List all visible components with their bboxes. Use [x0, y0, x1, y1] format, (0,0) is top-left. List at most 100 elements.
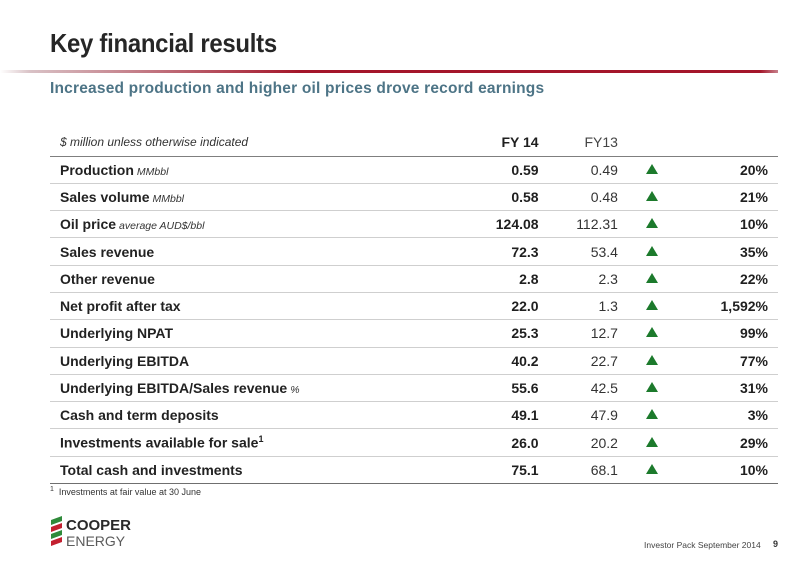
fy13-value: 68.1: [550, 455, 630, 484]
metric-name: Production: [60, 161, 134, 178]
trend-cell: [629, 264, 675, 293]
metric-name: Investments available for sale: [60, 434, 259, 451]
table-row: Net profit after tax 22.0 1.3 1,592%: [50, 291, 778, 320]
triangle-up-icon: [646, 354, 659, 365]
change-percent: 35%: [674, 237, 778, 266]
row-label: Net profit after tax: [50, 291, 452, 320]
metric-name: Sales volume: [60, 188, 150, 205]
fy13-value: 20.2: [550, 428, 630, 457]
metric-unit: MMbbl: [136, 165, 169, 178]
triangle-up-icon: [646, 327, 659, 338]
fy13-value: 1.3: [550, 291, 630, 320]
page-subtitle: Increased production and higher oil pric…: [50, 80, 545, 97]
fy14-value: 55.6: [451, 373, 551, 402]
table-row: Oil price average AUD$/bbl 124.08 112.31 10%: [50, 210, 778, 238]
triangle-up-icon: [646, 190, 659, 201]
page-number: 9: [773, 539, 779, 549]
row-label: Sales revenue: [50, 237, 452, 266]
change-percent: 3%: [674, 401, 778, 429]
metric-name: Sales revenue: [60, 243, 155, 260]
fy13-value: 42.5: [550, 373, 630, 402]
row-label: Oil price average AUD$/bbl: [50, 210, 452, 238]
triangle-up-icon: [646, 436, 659, 447]
title-divider: [0, 70, 778, 73]
metric-name: Net profit after tax: [60, 298, 181, 315]
row-label: Total cash and investments: [50, 455, 452, 484]
metric-name: Other revenue: [60, 270, 155, 287]
fy14-value: 0.58: [451, 182, 551, 211]
metric-name: Underlying EBITDA: [60, 352, 190, 369]
table-row: Production MMbbl 0.59 0.49 20%: [50, 156, 778, 183]
footnote-reference: 1: [258, 434, 264, 445]
logo-wordmark-top: COOPER: [66, 517, 131, 534]
trend-cell: [629, 237, 675, 266]
fy13-value: 12.7: [550, 319, 630, 348]
metric-name: Cash and term deposits: [60, 407, 219, 424]
triangle-up-icon: [646, 382, 659, 393]
footnote-text: Investments at fair value at 30 June: [58, 487, 201, 497]
metric-unit: average AUD$/bbl: [119, 220, 205, 233]
trend-cell: [630, 156, 675, 183]
table-row: Total cash and investments 75.1 68.1 10%: [50, 455, 778, 484]
fy13-value: 0.49: [590, 161, 618, 178]
change-percent: 31%: [674, 373, 778, 402]
metric-unit: MMbbl: [152, 192, 185, 205]
triangle-up-icon: [646, 163, 659, 174]
fy13-value: 2.3: [550, 264, 630, 293]
fy14-value: 72.3: [451, 237, 551, 266]
change-percent: 21%: [674, 182, 778, 211]
table-row: Underlying EBITDA 40.2 22.7 77%: [50, 346, 778, 375]
table-row: Underlying NPAT 25.3 12.7 99%: [50, 319, 778, 348]
metric-name: Total cash and investments: [60, 461, 243, 478]
fy13-value: 47.9: [550, 401, 630, 429]
trend-cell: [629, 428, 675, 457]
fy14-value: 25.3: [451, 319, 551, 348]
column-header-fy13: FY13: [584, 133, 618, 150]
change-percent: 99%: [674, 319, 778, 348]
trend-cell: [629, 182, 675, 211]
change-percent: 29%: [674, 428, 778, 457]
fy13-value: 0.48: [550, 182, 630, 211]
table-row: Cash and term deposits 49.1 47.9 3%: [50, 401, 778, 429]
table-row: Sales volume MMbbl 0.58 0.48 21%: [50, 182, 778, 211]
units-note: $ million unless otherwise indicated: [60, 134, 249, 149]
page-title: Key financial results: [50, 28, 277, 58]
trend-cell: [629, 319, 675, 348]
trend-cell: [629, 373, 675, 402]
trend-cell: [629, 210, 675, 238]
fy13-value: 112.31: [550, 210, 630, 238]
footnote-marker: 1: [50, 486, 54, 493]
fy14-value: 75.1: [451, 455, 551, 484]
fy13-value: 22.7: [550, 346, 630, 375]
fy14-value: 22.0: [451, 291, 551, 320]
trend-cell: [629, 455, 675, 484]
triangle-up-icon: [646, 245, 659, 256]
fy14-value: 40.2: [451, 346, 551, 375]
table-row: Other revenue 2.8 2.3 22%: [50, 264, 778, 293]
triangle-up-icon: [646, 272, 659, 283]
row-label: Other revenue: [50, 264, 452, 293]
row-label: Underlying EBITDA: [50, 346, 452, 375]
cooper-energy-logo: COOPER ENERGY: [51, 516, 131, 549]
change-percent: 10%: [674, 210, 778, 238]
table-row: Investments available for sale1 26.0 20.2 2…: [50, 428, 778, 457]
change-percent: 20%: [739, 161, 768, 178]
change-percent: 77%: [674, 346, 778, 375]
metric-name: Underlying EBITDA/Sales revenue: [60, 380, 288, 397]
footer-document-label: Investor Pack September 2014: [644, 540, 761, 550]
row-label: Underlying EBITDA/Sales revenue%: [50, 373, 452, 402]
triangle-up-icon: [646, 218, 659, 229]
logo-wordmark-bottom: ENERGY: [66, 533, 126, 549]
financial-results-table: $ million unless otherwise indicated FY …: [50, 128, 778, 484]
triangle-up-icon: [646, 300, 659, 311]
triangle-up-icon: [646, 409, 659, 420]
column-header-change: [675, 128, 778, 156]
change-percent: 22%: [674, 264, 778, 293]
footnote: 1 Investments at fair value at 30 June: [50, 486, 201, 497]
change-percent: 1,592%: [674, 291, 778, 320]
fy14-value: 49.1: [451, 401, 551, 429]
table-header-row: $ million unless otherwise indicated FY …: [50, 128, 778, 156]
metric-unit: %: [290, 384, 300, 397]
metric-name: Underlying NPAT: [60, 325, 174, 342]
metric-name: Oil price: [60, 216, 117, 233]
